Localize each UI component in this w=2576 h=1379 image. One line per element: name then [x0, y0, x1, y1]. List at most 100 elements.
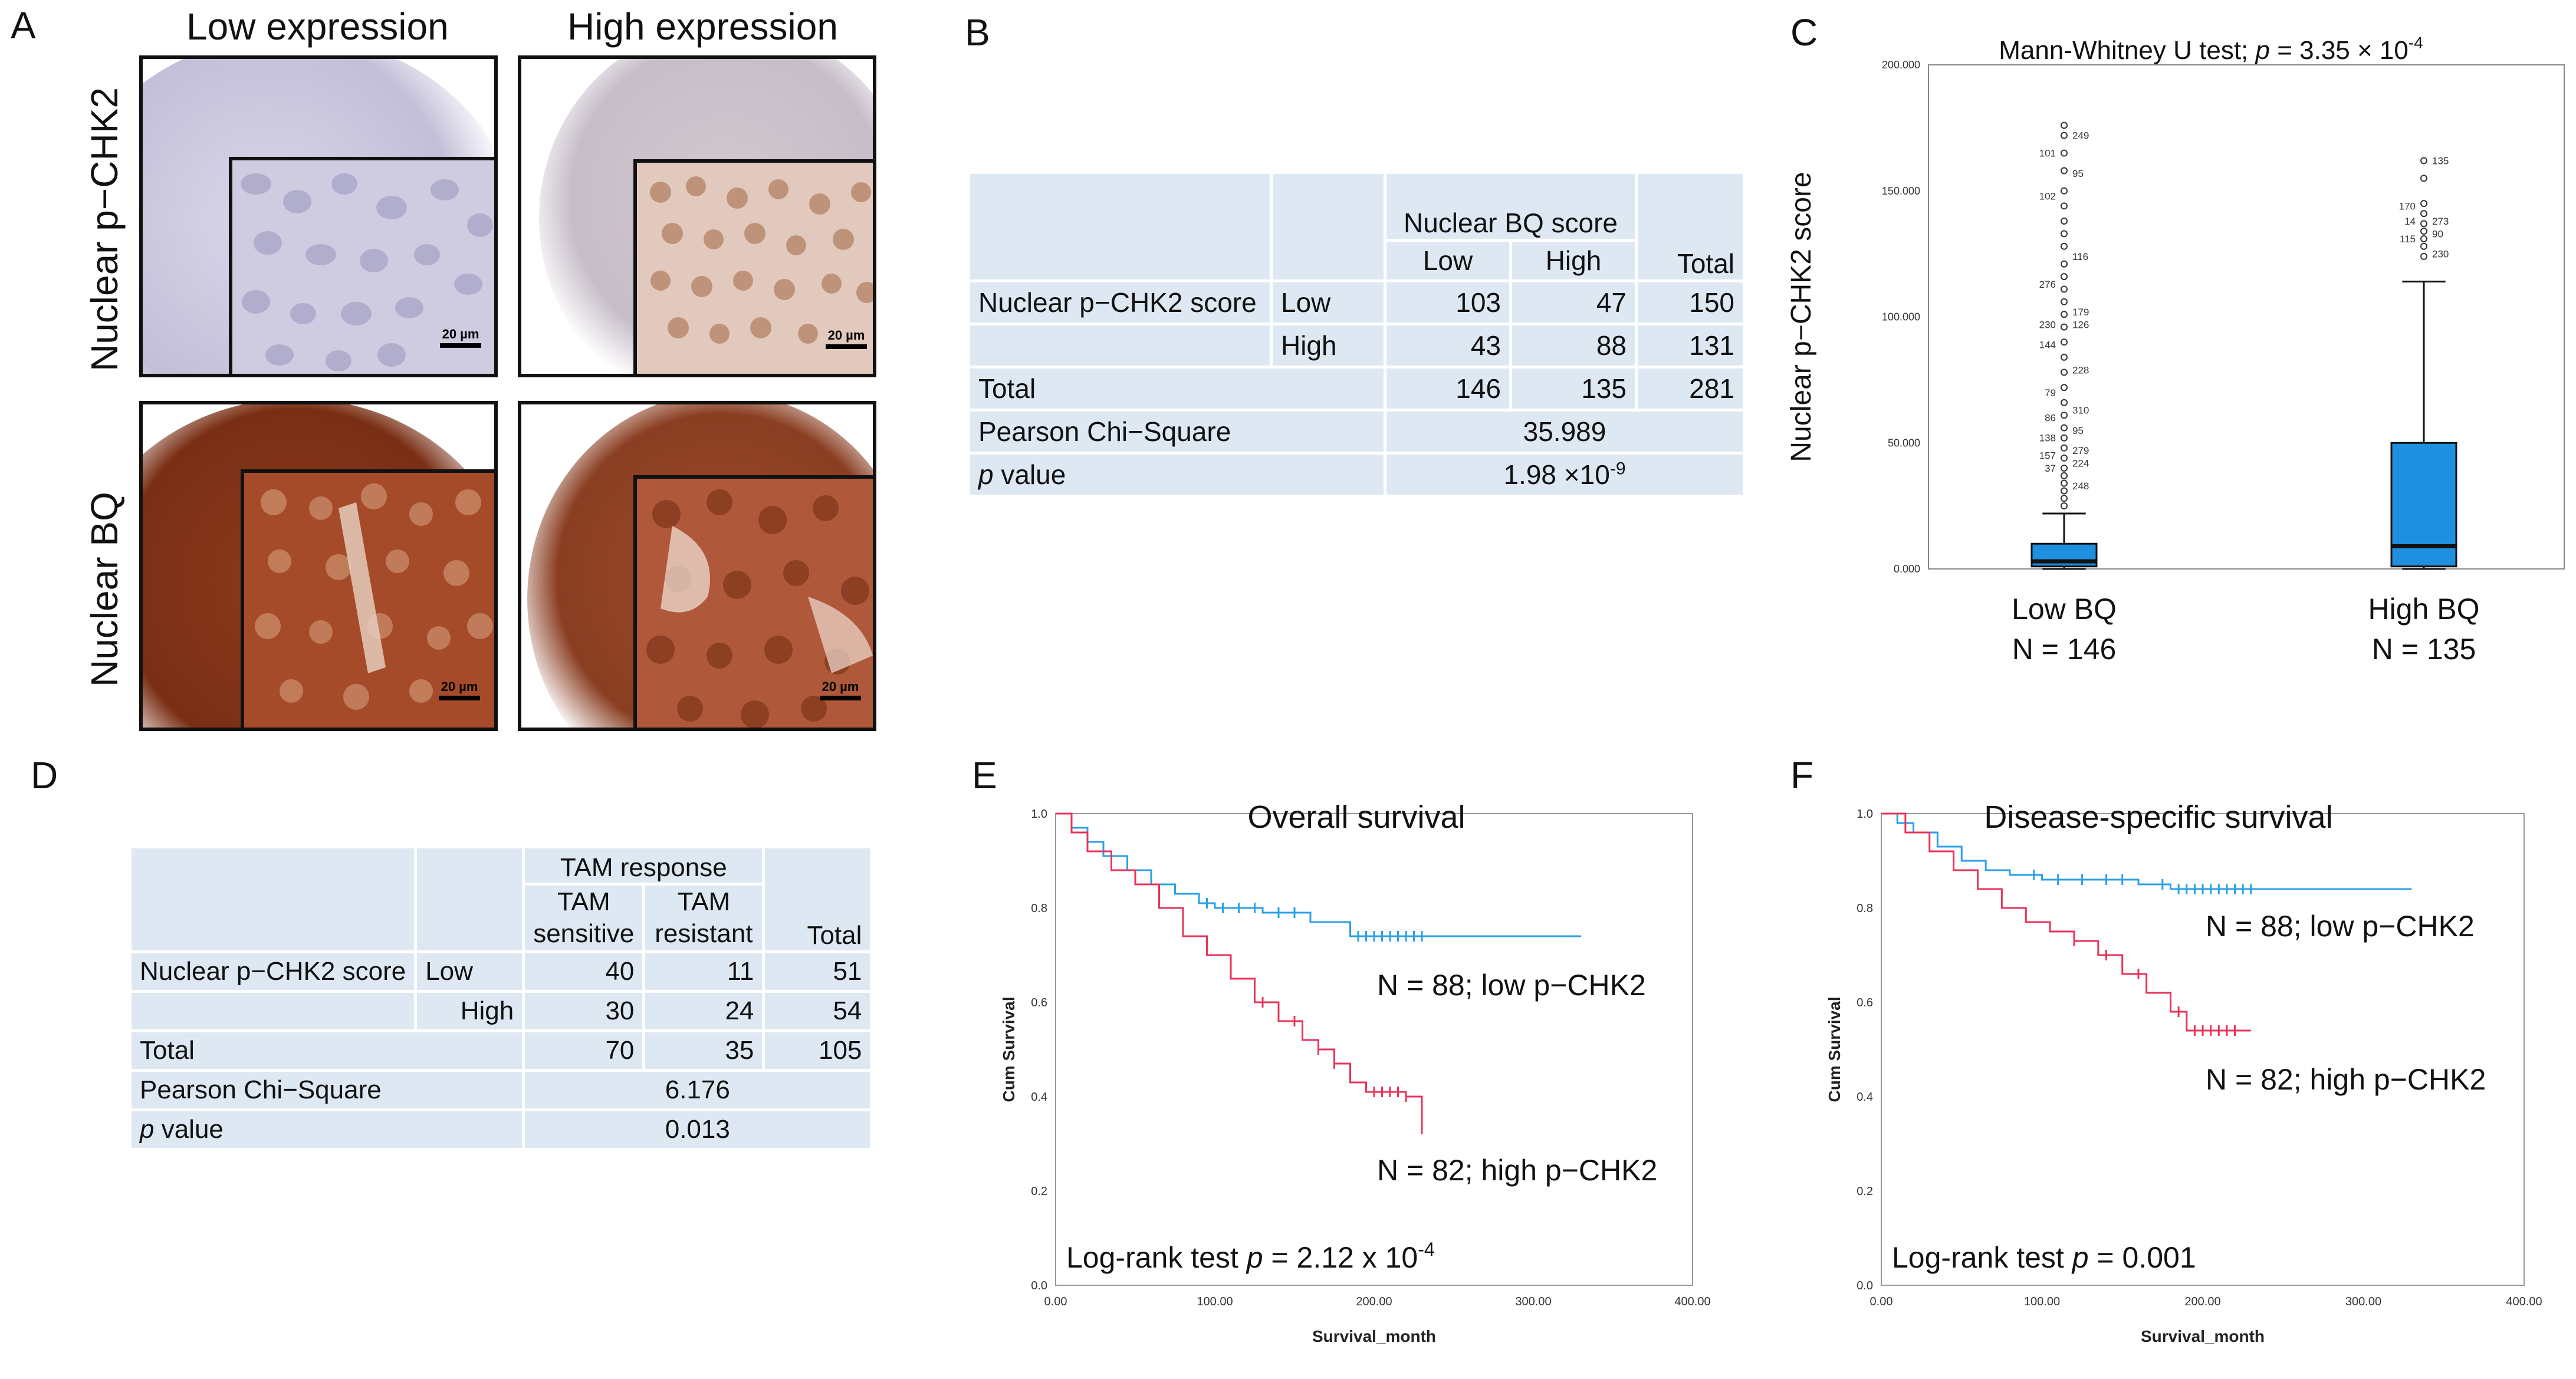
boxplot-chart-c: 0.000 50.000 100.000 150.000 200.000 Nuclear …	[1786, 34, 2565, 666]
table-cell: 51	[765, 953, 870, 990]
table-cell: 146	[1386, 368, 1509, 409]
y-tick-label: 150.000	[1882, 185, 1920, 197]
km-curve-high	[1881, 812, 2251, 1032]
outlier-point	[2061, 230, 2068, 238]
p-label: p value	[970, 455, 1384, 495]
annotation-text: Log-rank test	[1892, 1241, 2072, 1274]
col-sensitive: TAM sensitive	[525, 886, 643, 950]
table-cell: 30	[525, 993, 643, 1029]
col-low: Low	[1386, 242, 1509, 279]
table-cell: 43	[1386, 325, 1509, 366]
col-total: Total	[1638, 174, 1743, 279]
outlier-label: 116	[2072, 251, 2088, 262]
scale-bar: 20 µm	[434, 327, 487, 348]
series-label: N = 82; high p−CHK2	[1377, 1154, 1657, 1187]
nuclei-pattern	[255, 483, 493, 710]
plot-frame	[1881, 813, 2525, 1286]
sub-low: Low	[417, 953, 523, 990]
outlier-point	[2061, 338, 2068, 346]
outlier-label: 273	[2432, 216, 2449, 227]
outlier-point	[2061, 218, 2068, 225]
sub-high: High	[1273, 325, 1384, 366]
total-label: Total	[970, 368, 1384, 409]
outlier-point	[2420, 210, 2427, 218]
table-cell: 35	[645, 1032, 763, 1069]
y-tick-label: 0.2	[1857, 1185, 1873, 1198]
table-cell: 103	[1386, 282, 1509, 322]
km-chart-f: 0.00 100.00 200.00 300.00 400.00 0.0 0.2 0.4 0.6…	[1825, 799, 2542, 1345]
y-tick-label: 0.8	[1031, 902, 1047, 915]
outlier-label: 170	[2399, 200, 2416, 212]
annotation-text: = 0.001	[2089, 1241, 2196, 1274]
outlier-point	[2061, 298, 2068, 305]
x-axis-label: Survival_month	[2141, 1327, 2265, 1345]
y-tick-label: 0.6	[1031, 996, 1047, 1009]
table-b: Nuclear BQ score Total Low High Nuclear …	[967, 171, 1746, 498]
series-label: N = 82; high p−CHK2	[2206, 1063, 2486, 1096]
outlier-label: 95	[2072, 168, 2084, 179]
y-axis-label: Nuclear p−CHK2 score	[1786, 172, 1817, 462]
table-cell: 131	[1638, 325, 1743, 366]
chi-label: Pearson Chi−Square	[132, 1072, 523, 1108]
group-header: TAM response	[525, 848, 763, 883]
km-curve-low	[1056, 812, 1581, 937]
table-cell: 105	[765, 1032, 870, 1069]
outlier-point	[2061, 353, 2068, 361]
logrank-annotation: Log-rank test p = 2.12 x 10-4	[1066, 1239, 1435, 1274]
outlier-label: 138	[2039, 433, 2056, 444]
outlier-point	[2061, 472, 2068, 479]
outlier-label: 157	[2039, 450, 2056, 462]
x-axis-label: Survival_month	[1312, 1327, 1436, 1345]
panel-label-c: C	[1790, 11, 1818, 54]
outlier-label: 228	[2072, 364, 2089, 376]
annotation-text: = 2.12 x 10	[1263, 1241, 1418, 1274]
panel-label-e: E	[972, 754, 997, 797]
row-label: Nuclear p−CHK2 score	[970, 282, 1270, 322]
group-n-label: N = 135	[2372, 633, 2476, 666]
p-value: 1.98 ×10-9	[1386, 455, 1743, 495]
x-tick-label: 300.00	[2345, 1295, 2381, 1308]
outlier-point	[2061, 384, 2068, 391]
outlier-point	[2061, 495, 2068, 502]
x-tick-label: 300.00	[1515, 1295, 1551, 1308]
table-cell: 11	[645, 953, 763, 990]
row-header-bq: Nuclear BQ	[83, 492, 126, 687]
row-label: Nuclear p−CHK2 score	[132, 953, 415, 990]
group-label: High BQ	[2368, 593, 2480, 626]
y-tick-label: 0.6	[1857, 996, 1873, 1009]
ihc-image-pchk2-low: 20 µm	[139, 55, 498, 377]
km-curve-low	[1881, 812, 2412, 890]
outlier-label: 135	[2432, 155, 2449, 166]
logrank-annotation: Log-rank test p = 0.001	[1892, 1241, 2196, 1274]
nuclei-pattern	[646, 489, 873, 728]
outlier-label: 37	[2045, 463, 2056, 474]
y-axis-label: Cum Survival	[1825, 997, 1844, 1102]
outlier-label: 310	[2072, 405, 2089, 416]
title-text: Mann-Whitney U test;	[1999, 36, 2255, 65]
y-axis-label: Cum Survival	[1000, 997, 1018, 1102]
title-text: = 3.35 × 10	[2270, 36, 2409, 65]
outlier-label: 101	[2039, 148, 2056, 159]
magnified-inset: 20 µm	[633, 475, 873, 728]
table-d: TAM response Total TAM sensitive TAM resis…	[129, 845, 873, 1151]
outlier-point	[2061, 444, 2068, 452]
scale-bar: 20 µm	[820, 328, 873, 349]
outlier-point	[2061, 187, 2068, 195]
y-tick-label: 0.8	[1857, 902, 1873, 915]
outlier-point	[2061, 242, 2068, 250]
outlier-point	[2061, 121, 2068, 129]
p-value: 0.013	[525, 1111, 870, 1148]
outlier-point	[2061, 412, 2068, 419]
outlier-point	[2420, 220, 2427, 228]
sub-high: High	[417, 993, 523, 1029]
outlier-label: 249	[2072, 130, 2089, 141]
sub-low: Low	[1273, 282, 1384, 322]
outlier-label: 115	[2400, 233, 2416, 245]
chi-value: 6.176	[525, 1072, 870, 1108]
outlier-label: 248	[2072, 480, 2089, 492]
x-tick-label: 0.00	[1044, 1295, 1067, 1308]
ihc-image-bq-low: 20 µm	[139, 401, 498, 731]
outlier-point	[2061, 424, 2068, 432]
table-cell: 54	[765, 993, 870, 1029]
outlier-label: 179	[2072, 307, 2089, 318]
